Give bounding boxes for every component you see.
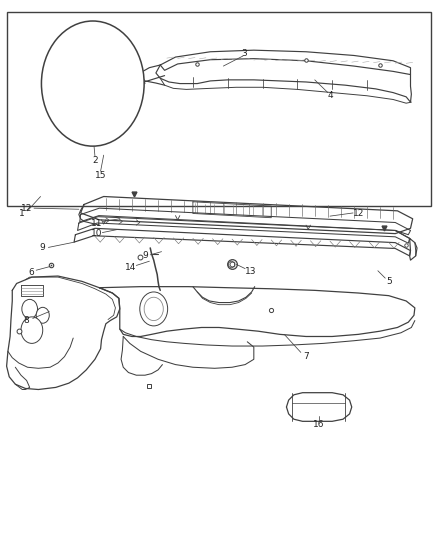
Circle shape [22,300,38,318]
Circle shape [36,308,49,323]
Circle shape [42,21,144,146]
Text: 2: 2 [92,156,98,165]
Text: 4: 4 [327,91,333,100]
Text: 5: 5 [386,277,392,286]
Text: 12: 12 [353,209,364,218]
Text: 9: 9 [142,252,148,261]
Text: 6: 6 [28,268,34,277]
Text: 3: 3 [241,49,247,58]
Text: 16: 16 [313,420,325,429]
Circle shape [140,292,168,326]
Text: 14: 14 [125,263,137,272]
Text: 15: 15 [95,171,106,180]
Text: 8: 8 [24,316,29,325]
Circle shape [144,297,163,320]
Text: 10: 10 [91,229,102,238]
Text: 1: 1 [19,209,25,218]
Text: 12: 12 [21,204,32,213]
Text: 11: 11 [92,219,103,228]
Text: 13: 13 [244,268,256,276]
Bar [7,12,431,206]
Circle shape [21,317,43,343]
Text: 9: 9 [40,244,46,253]
Text: 7: 7 [303,352,309,361]
